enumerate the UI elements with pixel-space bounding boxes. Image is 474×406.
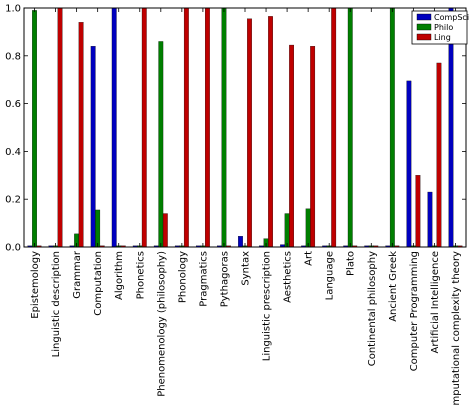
x-tick-label: Syntax (241, 251, 252, 286)
bar-philo-3 (95, 209, 101, 248)
bar-compsci-10 (238, 236, 243, 248)
x-tick-label: Aesthetics (283, 251, 294, 303)
bar-ling-8 (204, 7, 210, 248)
axes: 0.0 0.2 0.4 0.6 0.8 1.0 Epistemology Linguistic… (5, 4, 467, 406)
bar-ling-2 (78, 22, 84, 248)
bar-ling-19 (436, 62, 442, 248)
bar-ling-7 (183, 7, 189, 248)
y-tick-label: 0.4 (5, 147, 21, 158)
bar-ling-18 (415, 175, 421, 248)
x-tick-label: Language (325, 251, 336, 300)
plot-area (24, 8, 466, 247)
y-tick-label: 0.6 (5, 99, 21, 110)
bar-philo-0 (32, 10, 37, 248)
bar-compsci-19 (427, 191, 433, 248)
bar-philo-17 (389, 7, 395, 248)
x-tick-label: Grammar (72, 250, 83, 299)
x-tick-label: Linguistic description (51, 251, 62, 357)
x-tick-label: Computation (93, 251, 104, 316)
bar-ling-14 (331, 7, 337, 248)
x-tick-label: Continental philosophy (367, 251, 378, 366)
bar-ling-11 (268, 16, 273, 248)
x-tick-label: Plato (346, 251, 357, 276)
x-tick-label: Computer Programming (409, 251, 420, 371)
y-tick-label: 1.0 (5, 4, 21, 15)
bar-ling-13 (310, 46, 316, 248)
legend: CompSci Philo Ling (411, 10, 469, 45)
x-tick-label: Computational complexity theory (451, 251, 462, 406)
x-tick-label: Epistemology (30, 251, 41, 319)
x-tick-label: Pythagoras (219, 251, 230, 307)
x-tick-label: Pragmatics (198, 251, 209, 307)
bar-philo-9 (221, 7, 227, 248)
legend-swatch-philo (416, 23, 432, 31)
bar-ling-12 (289, 44, 295, 248)
bar-ling-5 (141, 7, 147, 248)
x-tick-label: Artificial Intelligence (430, 251, 441, 354)
bar-philo-15 (347, 7, 353, 248)
x-tick-label: Art (304, 251, 315, 266)
legend-label-philo: Philo (434, 23, 453, 32)
plot-background (24, 8, 466, 247)
legend-swatch-ling (416, 33, 432, 41)
bar-philo-12 (284, 213, 290, 248)
y-tick-label: 0.8 (5, 51, 21, 62)
x-tick-label: Algorithm (114, 251, 125, 300)
bar-compsci-18 (406, 80, 412, 248)
x-tick-label: Phonetics (135, 251, 146, 299)
bar-philo-13 (305, 208, 311, 248)
y-tick-label: 0.0 (5, 243, 21, 254)
legend-swatch-compsci (416, 13, 432, 21)
bar-ling-6 (162, 213, 168, 248)
legend-label-compsci: CompSci (434, 13, 469, 22)
x-tick-label: Linguistic prescription (262, 251, 273, 361)
legend-label-ling: Ling (434, 33, 451, 42)
bar-ling-1 (57, 7, 63, 248)
bar-compsci-4 (111, 7, 117, 248)
x-tick-label: Phenomenology (philosophy) (156, 251, 167, 397)
y-tick-label: 0.2 (5, 195, 21, 206)
x-tick-label: Ancient Greek (388, 251, 399, 322)
bar-compsci-3 (90, 46, 96, 248)
x-tick-label: Phonology (177, 251, 188, 303)
bar-ling-10 (247, 18, 252, 248)
bar-philo-6 (158, 41, 164, 248)
